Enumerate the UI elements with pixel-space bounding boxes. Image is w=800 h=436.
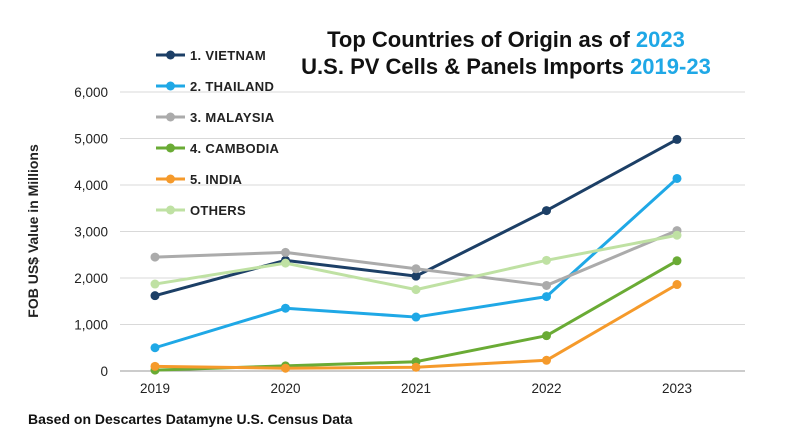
data-point bbox=[672, 173, 682, 183]
data-point bbox=[672, 134, 682, 144]
data-point bbox=[150, 361, 160, 371]
data-point bbox=[281, 363, 290, 373]
legend-item: 4. CAMBODIA bbox=[156, 141, 280, 156]
legend-marker bbox=[166, 143, 175, 153]
x-tick-label: 2020 bbox=[270, 381, 300, 396]
series-group bbox=[150, 134, 682, 375]
data-point bbox=[542, 331, 551, 341]
data-point bbox=[411, 285, 421, 295]
legend-label: 1. VIETNAM bbox=[190, 48, 266, 63]
legend-label: 3. MALAYSIA bbox=[190, 110, 275, 125]
data-point bbox=[281, 258, 290, 268]
legend: 1. VIETNAM 2. THAILAND 3. MALAYSIA 4. CAMBO… bbox=[156, 48, 280, 218]
y-axis-ticks: 0 1,000 2,000 3,000 4,000 5,000 6,000 bbox=[74, 85, 108, 379]
y-tick-label: 3,000 bbox=[74, 225, 108, 240]
legend-item: 5. INDIA bbox=[156, 172, 243, 187]
series-1 bbox=[150, 173, 682, 353]
data-point bbox=[281, 247, 290, 257]
data-point bbox=[411, 362, 421, 372]
y-tick-label: 6,000 bbox=[74, 85, 108, 100]
data-point bbox=[281, 303, 290, 313]
y-tick-label: 1,000 bbox=[74, 318, 108, 333]
legend-item: 3. MALAYSIA bbox=[156, 110, 275, 125]
chart-title-line-2: U.S. PV Cells & Panels Imports 2019-23 bbox=[301, 54, 711, 79]
legend-item: OTHERS bbox=[156, 203, 246, 218]
legend-marker bbox=[166, 174, 175, 184]
data-point bbox=[411, 264, 421, 274]
legend-label: 2. THAILAND bbox=[190, 79, 274, 94]
title-line-2-text: U.S. PV Cells & Panels Imports bbox=[301, 54, 630, 79]
data-point bbox=[150, 279, 160, 289]
y-tick-label: 0 bbox=[100, 364, 108, 379]
data-point bbox=[672, 280, 682, 290]
data-point bbox=[411, 271, 421, 281]
data-point bbox=[542, 255, 551, 265]
data-point bbox=[542, 206, 551, 216]
y-tick-label: 5,000 bbox=[74, 132, 108, 147]
x-axis-ticks: 2019 2020 2021 2022 2023 bbox=[140, 381, 692, 396]
legend-marker bbox=[166, 112, 175, 122]
legend-item: 2. THAILAND bbox=[156, 79, 274, 94]
series-line bbox=[154, 283, 678, 370]
data-point bbox=[150, 343, 160, 353]
y-tick-label: 4,000 bbox=[74, 178, 108, 193]
x-tick-label: 2023 bbox=[662, 381, 692, 396]
title-line-2-accent: 2019-23 bbox=[630, 54, 711, 79]
x-tick-label: 2019 bbox=[140, 381, 170, 396]
data-point bbox=[150, 252, 160, 262]
legend-marker bbox=[166, 50, 175, 60]
data-point bbox=[672, 256, 682, 266]
title-line-1-text: Top Countries of Origin as of bbox=[327, 27, 636, 52]
data-point bbox=[542, 280, 551, 290]
y-tick-label: 2,000 bbox=[74, 271, 108, 286]
legend-label: 4. CAMBODIA bbox=[190, 141, 280, 156]
source-note: Based on Descartes Datamyne U.S. Census … bbox=[28, 411, 353, 427]
data-point bbox=[150, 291, 160, 301]
y-axis-label: FOB US$ Value in Millions bbox=[25, 144, 41, 318]
legend-label: OTHERS bbox=[190, 203, 246, 218]
legend-label: 5. INDIA bbox=[190, 172, 243, 187]
data-point bbox=[672, 230, 682, 240]
data-point bbox=[542, 355, 551, 365]
x-tick-label: 2022 bbox=[531, 381, 561, 396]
data-point bbox=[542, 292, 551, 302]
x-tick-label: 2021 bbox=[401, 381, 431, 396]
series-5 bbox=[150, 230, 682, 295]
title-line-1-accent: 2023 bbox=[636, 27, 685, 52]
legend-marker bbox=[166, 81, 175, 91]
series-4 bbox=[150, 280, 682, 373]
data-point bbox=[411, 312, 421, 322]
legend-item: 1. VIETNAM bbox=[156, 48, 266, 63]
series-2 bbox=[150, 226, 682, 290]
chart-title-line-1: Top Countries of Origin as of 2023 bbox=[327, 27, 685, 52]
legend-marker bbox=[166, 205, 175, 215]
